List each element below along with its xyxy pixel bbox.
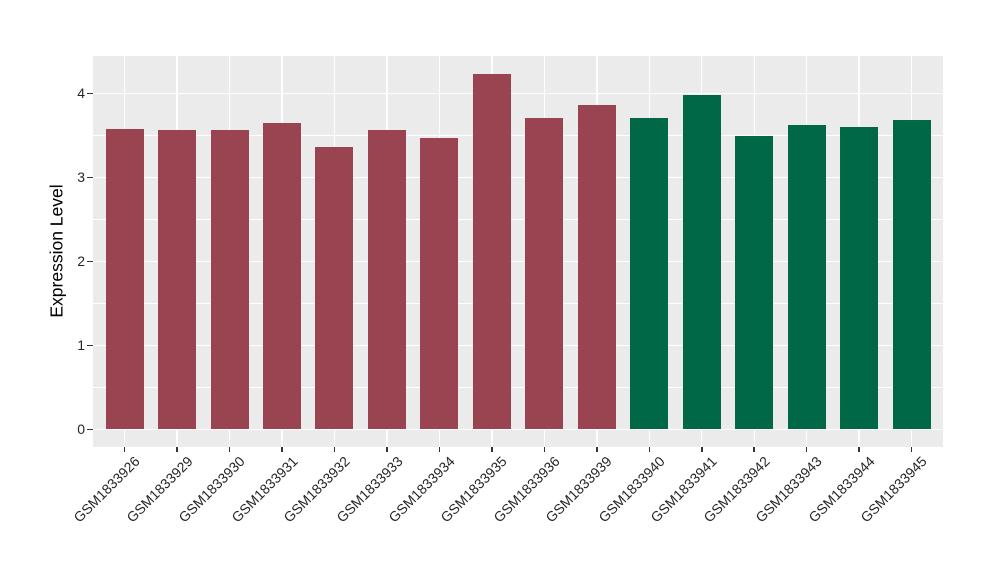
y-tick-mark: [87, 344, 93, 347]
y-tick-label: 4: [77, 85, 85, 102]
gridline-major-horizontal: [93, 428, 943, 430]
bar-GSM1833945: [892, 120, 931, 430]
bar-GSM1833939: [577, 105, 616, 430]
x-tick-mark: [596, 447, 598, 452]
bar-GSM1833932: [315, 147, 354, 430]
x-tick-mark: [648, 447, 651, 452]
bar-GSM1833935: [472, 73, 511, 430]
bar-GSM1833929: [158, 130, 197, 430]
y-tick-label: 1: [77, 337, 85, 354]
y-tick-mark: [87, 92, 93, 95]
bar-GSM1833931: [263, 122, 301, 430]
bar-GSM1833940: [630, 117, 669, 430]
x-tick-mark: [438, 447, 441, 452]
x-tick-mark: [753, 447, 755, 452]
y-tick-label: 3: [77, 169, 85, 186]
plot-panel: [93, 56, 943, 447]
y-axis-title: Expression Level: [46, 184, 67, 318]
bar-GSM1833926: [105, 128, 144, 430]
x-tick-mark: [333, 447, 336, 452]
gridline-major-horizontal: [93, 92, 943, 94]
gridline-minor-horizontal: [93, 302, 943, 304]
gridline-minor-horizontal: [93, 386, 943, 388]
gridline-major-horizontal: [93, 176, 943, 178]
bar-GSM1833941: [682, 94, 721, 430]
gridline-minor-horizontal: [93, 218, 943, 220]
x-tick-mark: [123, 447, 126, 452]
x-tick-mark: [910, 447, 913, 452]
x-tick-mark: [543, 447, 546, 452]
y-tick-label: 0: [77, 421, 85, 438]
x-tick-mark: [805, 447, 808, 452]
x-tick-mark: [176, 447, 178, 452]
bar-GSM1833942: [735, 136, 774, 430]
y-tick-mark: [87, 176, 93, 179]
bar-GSM1833944: [840, 126, 879, 430]
x-tick-mark: [228, 447, 231, 452]
bar-GSM1833943: [787, 125, 826, 430]
gridline-minor-horizontal: [93, 134, 943, 136]
bar-GSM1833930: [210, 130, 249, 430]
bar-GSM1833936: [525, 117, 564, 430]
x-tick-mark: [281, 447, 283, 452]
x-tick-mark: [491, 447, 493, 452]
x-tick-mark: [386, 447, 388, 452]
bar-GSM1833934: [420, 137, 459, 430]
gridline-major-horizontal: [93, 344, 943, 346]
y-tick-mark: [87, 260, 93, 263]
gridline-major-horizontal: [93, 260, 943, 262]
bar-GSM1833933: [367, 130, 406, 430]
x-tick-mark: [858, 447, 860, 452]
y-tick-mark: [87, 428, 93, 431]
x-tick-mark: [701, 447, 703, 452]
y-tick-label: 2: [77, 253, 85, 270]
